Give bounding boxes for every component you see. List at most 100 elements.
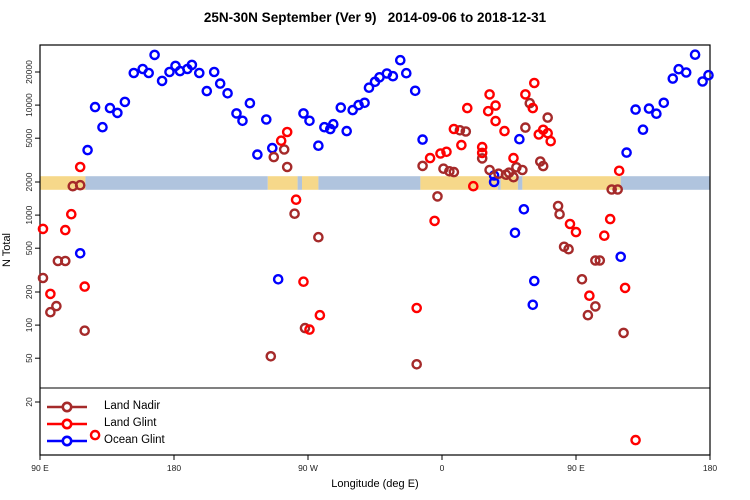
data-point-land-glint	[499, 125, 510, 137]
data-point-land-nadir	[52, 255, 64, 267]
data-point-ocean-glint	[97, 121, 108, 133]
data-point-ocean-glint	[363, 82, 375, 93]
data-point-ocean-glint	[341, 125, 353, 137]
data-point-land-nadir	[411, 358, 423, 370]
data-point-ocean-glint	[514, 133, 525, 145]
data-point-ocean-glint	[313, 140, 324, 151]
y-tick-label: 20	[24, 397, 34, 407]
data-point-ocean-glint	[703, 69, 714, 81]
data-point-ocean-glint	[680, 67, 692, 78]
map-band-ocean-segment	[517, 176, 523, 190]
data-point-land-nadir	[517, 164, 528, 176]
data-point-ocean-glint	[374, 72, 385, 83]
data-point-land-glint	[424, 152, 436, 164]
data-point-ocean-glint	[381, 68, 393, 79]
data-point-land-nadir	[74, 179, 86, 191]
data-point-ocean-glint	[689, 49, 701, 61]
data-point-ocean-glint	[128, 67, 140, 79]
land-nadir-marker-icon	[46, 400, 88, 412]
data-point-ocean-glint	[387, 70, 399, 82]
data-point-land-glint	[281, 126, 293, 138]
data-point-land-nadir	[576, 273, 588, 285]
x-tick-label: 90 E	[31, 463, 49, 473]
data-point-ocean-glint	[222, 88, 233, 99]
data-point-ocean-glint	[266, 142, 278, 154]
data-point-land-glint	[508, 152, 519, 164]
data-point-ocean-glint	[231, 108, 242, 119]
data-point-ocean-glint	[82, 144, 93, 156]
data-point-ocean-glint	[186, 59, 198, 71]
data-point-land-glint	[66, 208, 77, 220]
data-point-land-nadir	[590, 301, 601, 312]
data-point-ocean-glint	[359, 97, 370, 109]
data-point-ocean-glint	[417, 134, 428, 145]
data-point-ocean-glint	[112, 107, 123, 119]
data-point-ocean-glint	[518, 203, 530, 215]
data-point-ocean-glint	[174, 65, 186, 77]
data-point-ocean-glint	[119, 96, 131, 108]
data-point-land-nadir	[265, 350, 277, 362]
legend-marker-icon	[47, 418, 87, 429]
data-point-land-glint	[584, 290, 595, 302]
map-band-ocean-segment	[297, 176, 303, 190]
x-tick-label: 180	[703, 463, 717, 473]
y-tick-label: 20000	[24, 60, 34, 84]
legend-item-ocean-glint: Ocean Glint	[46, 431, 165, 448]
data-point-land-glint	[537, 124, 549, 136]
data-point-land-nadir	[278, 144, 290, 155]
data-point-land-glint	[545, 135, 557, 147]
data-point-land-nadir	[417, 160, 428, 172]
x-tick-label: 180	[167, 463, 181, 473]
map-band-land-segment	[267, 176, 298, 190]
map-band-land-segment	[420, 176, 498, 190]
y-tick-label: 10000	[24, 93, 34, 117]
data-point-land-nadir	[79, 325, 90, 337]
map-band-land-segment	[302, 176, 319, 190]
data-point-ocean-glint	[673, 63, 685, 75]
y-tick-label: 1000	[24, 205, 34, 224]
data-point-ocean-glint	[149, 49, 160, 61]
data-point-land-glint	[570, 226, 582, 238]
data-point-ocean-glint	[214, 78, 226, 89]
data-point-land-glint	[630, 434, 641, 446]
data-point-ocean-glint	[137, 63, 148, 75]
legend-item-land-nadir: Land Nadir	[46, 397, 165, 414]
map-band-land-segment	[522, 176, 621, 190]
data-point-land-nadir	[444, 165, 455, 177]
legend: Land Nadir Land Glint Ocean Glint	[46, 397, 165, 448]
data-point-land-nadir	[60, 255, 71, 267]
data-point-ocean-glint	[394, 54, 406, 66]
data-point-land-glint	[476, 147, 488, 159]
data-point-ocean-glint	[156, 75, 168, 87]
data-point-land-nadir	[618, 327, 629, 339]
data-point-ocean-glint	[272, 273, 284, 285]
map-band-ocean-segment	[620, 176, 710, 190]
data-point-land-nadir	[313, 231, 324, 243]
data-point-land-glint	[314, 309, 326, 321]
data-point-land-nadir	[537, 160, 549, 172]
y-tick-label: 200	[24, 285, 34, 299]
y-tick-label: 100	[24, 318, 34, 332]
data-point-ocean-glint	[244, 97, 256, 109]
data-point-land-glint	[482, 105, 494, 117]
data-point-ocean-glint	[488, 170, 500, 181]
x-tick-label: 90 E	[567, 463, 585, 473]
data-point-land-glint	[435, 148, 446, 159]
data-point-land-glint	[467, 180, 479, 192]
map-band-land-segment	[40, 176, 86, 190]
y-tick-label: 500	[24, 241, 34, 255]
data-point-ocean-glint	[615, 251, 627, 263]
data-point-land-nadir	[448, 166, 460, 178]
data-point-land-nadir	[268, 151, 280, 163]
ocean-glint-marker-icon	[46, 434, 88, 446]
legend-label: Ocean Glint	[104, 433, 165, 446]
data-point-ocean-glint	[621, 147, 632, 158]
data-point-land-nadir	[289, 208, 300, 219]
data-point-land-nadir	[67, 180, 79, 192]
data-point-ocean-glint	[409, 85, 421, 97]
data-point-land-nadir	[563, 243, 574, 255]
x-axis-title: Longitude (deg E)	[331, 478, 419, 490]
data-point-land-glint	[476, 141, 488, 153]
data-point-land-glint	[275, 135, 287, 146]
data-point-land-glint	[290, 194, 302, 205]
